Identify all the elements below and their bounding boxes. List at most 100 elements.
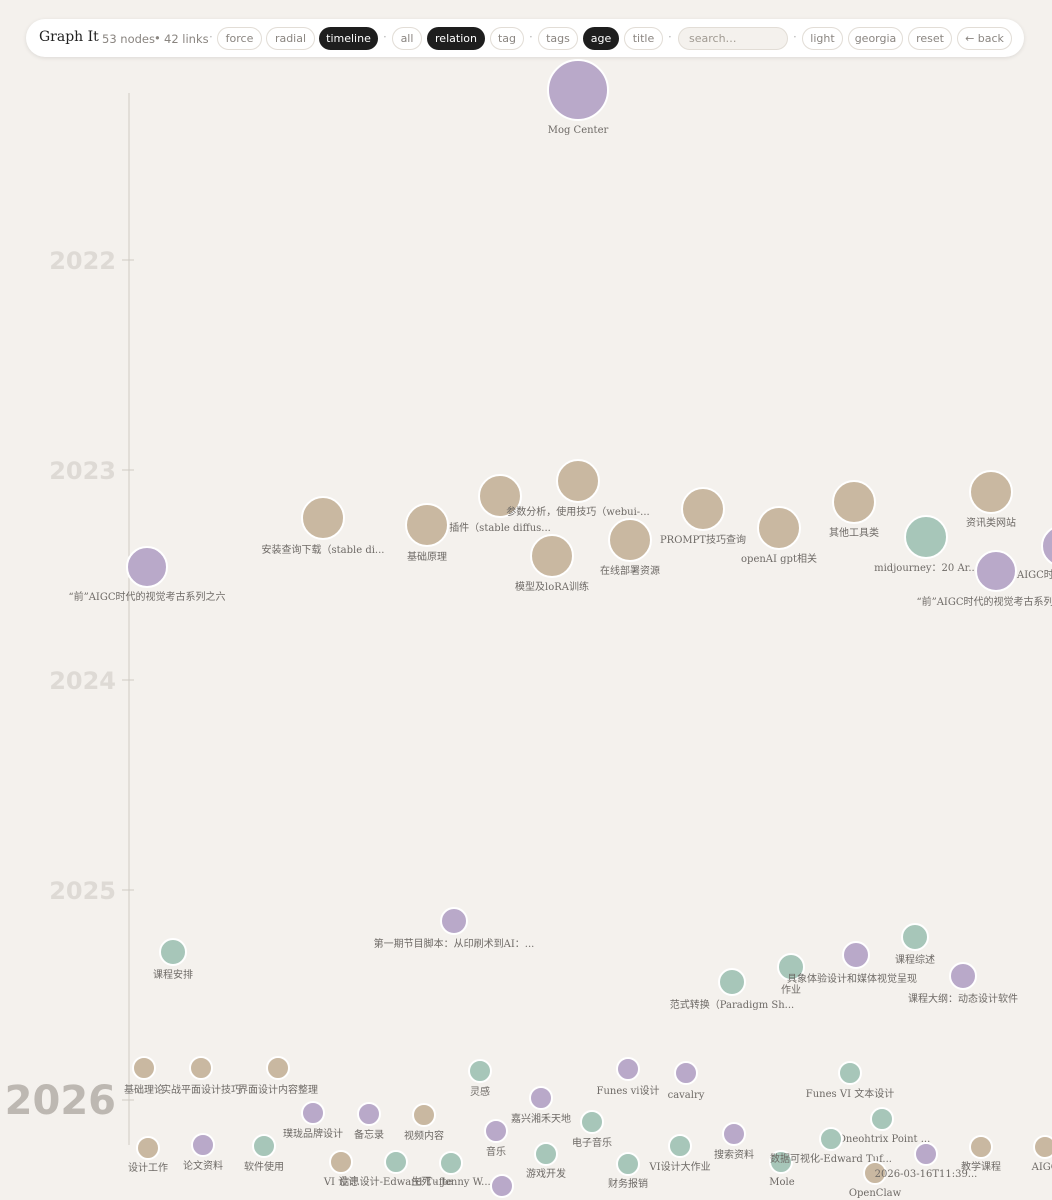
node-circle[interactable]	[267, 1057, 289, 1079]
node-circle[interactable]	[133, 1057, 155, 1079]
node-circle[interactable]	[137, 1137, 159, 1159]
graph-node[interactable]: 模型及loRA训练	[515, 535, 589, 593]
year-label-2022: 2022	[49, 247, 116, 275]
node-circle[interactable]	[530, 1087, 552, 1109]
node-circle[interactable]	[970, 471, 1012, 513]
node-circle[interactable]	[758, 507, 800, 549]
graph-node[interactable]: openAI gpt相关	[741, 507, 817, 565]
node-circle[interactable]	[675, 1062, 697, 1084]
node-circle[interactable]	[905, 516, 947, 558]
graph-node[interactable]: 生死 - Jenny W...	[411, 1152, 490, 1188]
graph-node[interactable]: OpenClaw	[849, 1162, 902, 1199]
graph-node[interactable]: 课程安排	[153, 939, 193, 981]
node-circle[interactable]	[413, 1104, 435, 1126]
node-circle[interactable]	[617, 1153, 639, 1175]
node-circle[interactable]	[609, 519, 651, 561]
graph-node[interactable]: midjourney：20 Ar...	[874, 516, 978, 574]
node-circle[interactable]	[302, 1102, 324, 1124]
graph-node[interactable]: 璞珑品牌设计	[283, 1102, 343, 1140]
node-circle[interactable]	[330, 1151, 352, 1173]
node-circle[interactable]	[617, 1058, 639, 1080]
node-circle[interactable]	[485, 1120, 507, 1142]
graph-node[interactable]: 财务报销	[608, 1153, 648, 1190]
graph-node[interactable]: 嘉兴湘禾天地	[511, 1087, 571, 1125]
node-circle[interactable]	[406, 504, 448, 546]
node-circle[interactable]	[669, 1135, 691, 1157]
node-circle[interactable]	[440, 1152, 462, 1174]
graph-node[interactable]: 电子音乐	[572, 1111, 612, 1149]
timeline-graph[interactable]: 20222023202420252026 Mog Center“前”AIGC时代…	[0, 0, 1052, 1200]
node-circle[interactable]	[902, 924, 928, 950]
node-circle[interactable]	[190, 1057, 212, 1079]
node-circle[interactable]	[469, 1060, 491, 1082]
graph-node[interactable]: 论文资料	[183, 1134, 223, 1172]
graph-node[interactable]: Funes VI 文本设计	[806, 1062, 894, 1100]
graph-node[interactable]: 安装查询下载（stable di...	[262, 497, 385, 556]
node-circle[interactable]	[843, 942, 869, 968]
node-circle[interactable]	[719, 969, 745, 995]
node-circle[interactable]	[1042, 526, 1052, 566]
graph-node[interactable]: 音乐	[485, 1120, 507, 1158]
graph-node[interactable]: 范式转换（Paradigm Sh...	[670, 969, 794, 1011]
graph-node[interactable]: 游戏开发	[526, 1143, 566, 1180]
node-circle[interactable]	[548, 60, 608, 120]
graph-node[interactable]: 实战平面设计技巧	[161, 1057, 241, 1096]
node-circle[interactable]	[253, 1135, 275, 1157]
node-circle[interactable]	[385, 1151, 407, 1173]
graph-node[interactable]: “前”AIGC时代的视觉考古系列之六	[68, 547, 225, 603]
graph-node[interactable]: Mog Center	[548, 60, 609, 136]
node-circle[interactable]	[160, 939, 186, 965]
node-circle[interactable]	[1034, 1136, 1052, 1158]
graph-node[interactable]: Funes vi设计	[597, 1058, 660, 1097]
node-circle[interactable]	[302, 497, 344, 539]
graph-node[interactable]: 其他工具类	[829, 481, 879, 539]
node-circle[interactable]	[723, 1123, 745, 1145]
node-circle[interactable]	[557, 460, 599, 502]
node-circle[interactable]	[535, 1143, 557, 1165]
graph-node[interactable]: 基础原理	[406, 504, 448, 563]
node-circle[interactable]	[192, 1134, 214, 1156]
graph-node[interactable]: 在线部署资源	[600, 519, 660, 577]
graph-node[interactable]: 设计工作	[128, 1137, 168, 1174]
node-label: Funes vi设计	[597, 1084, 660, 1097]
node-circle[interactable]	[871, 1108, 893, 1130]
graph-node[interactable]: 界面设计内容整理	[238, 1057, 318, 1096]
node-circle[interactable]	[581, 1111, 603, 1133]
node-circle[interactable]	[441, 908, 467, 934]
graph-node[interactable]: 备忘录	[354, 1103, 384, 1141]
node-circle[interactable]	[839, 1062, 861, 1084]
graph-node[interactable]: VI设计大作业	[648, 1135, 710, 1173]
graph-node[interactable]: 参数分析，使用技巧（webui-...	[506, 460, 649, 518]
node-circle[interactable]	[820, 1128, 842, 1150]
node-circle[interactable]	[950, 963, 976, 989]
graph-node[interactable]: 课程综述	[895, 924, 935, 966]
graph-node[interactable]: 资讯类网站	[966, 471, 1016, 529]
graph-node[interactable]: 灵感	[469, 1060, 491, 1098]
node-label: 实战平面设计技巧	[161, 1083, 241, 1096]
graph-node[interactable]: 基础理论	[124, 1057, 164, 1096]
graph-node[interactable]: 课程大纲：动态设计软件	[908, 963, 1018, 1005]
node-circle[interactable]	[970, 1136, 992, 1158]
node-circle[interactable]	[127, 547, 167, 587]
node-circle[interactable]	[833, 481, 875, 523]
node-circle[interactable]	[531, 535, 573, 577]
graph-node[interactable]: 插件（stable diffus...	[449, 475, 551, 534]
graph-node[interactable]: 软件使用	[244, 1135, 284, 1173]
node-circle[interactable]	[915, 1143, 937, 1165]
graph-node[interactable]: cavalry	[668, 1062, 705, 1101]
node-label: PROMPT技巧查询	[660, 533, 746, 546]
graph-node[interactable]	[491, 1175, 513, 1197]
node-circle[interactable]	[682, 488, 724, 530]
graph-node[interactable]: Oneohtrix Point ...	[838, 1108, 931, 1145]
graph-node[interactable]: 第一期节目脚本：从印刷术到AI：...	[374, 908, 535, 950]
graph-node[interactable]: PROMPT技巧查询	[660, 488, 746, 546]
graph-node[interactable]: AIGC	[1031, 1136, 1052, 1173]
node-label: 界面设计内容整理	[238, 1083, 318, 1096]
node-circle[interactable]	[491, 1175, 513, 1197]
graph-node[interactable]: 搜索资料	[714, 1123, 754, 1161]
graph-node[interactable]: 视频内容	[404, 1104, 444, 1142]
graph-node[interactable]: 教学课程	[961, 1136, 1001, 1173]
node-circle[interactable]	[976, 551, 1016, 591]
graph-node[interactable]: AIGC时代	[1016, 526, 1052, 581]
node-circle[interactable]	[358, 1103, 380, 1125]
